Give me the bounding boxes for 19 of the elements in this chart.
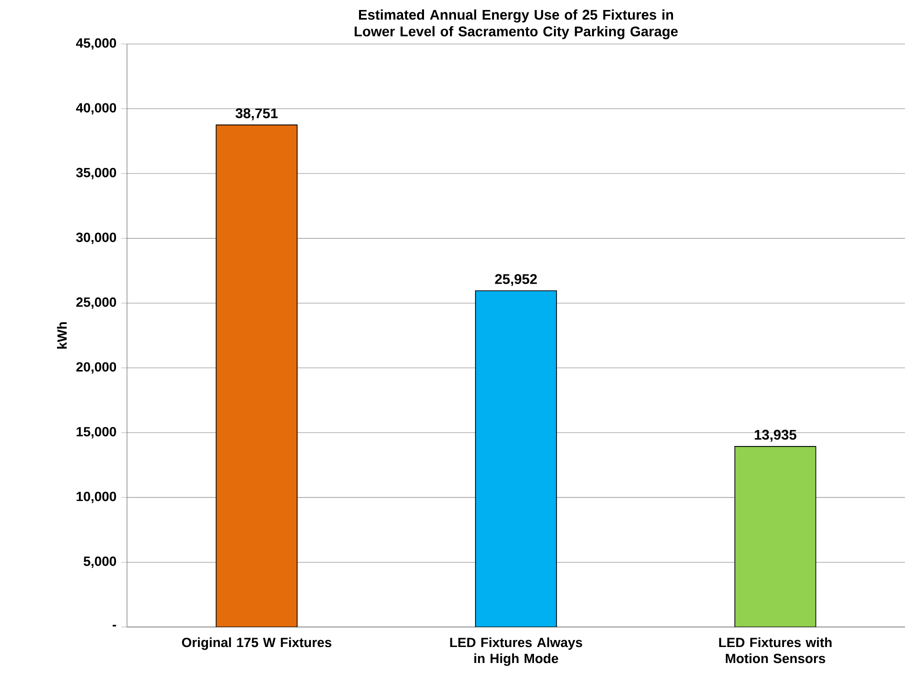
y-tick-label: 35,000 [76,168,116,180]
y-tick-label: 5,000 [84,556,116,568]
y-tick-label: 45,000 [76,38,116,50]
bar [216,124,298,627]
x-tick-label: LED Fixtures Always in High Mode [450,637,582,666]
x-tick-label: LED Fixtures with Motion Sensors [719,637,832,664]
y-tick-label: 20,000 [76,362,116,374]
data-label: 38,751 [236,108,278,120]
y-tick-label: 10,000 [76,492,116,504]
y-tick-label: - [112,624,116,626]
y-tick-label: 40,000 [76,103,116,114]
y-tick-label: 25,000 [76,297,116,309]
chart-title: Estimated Annual Energy Use of 25 Fixtures in Lower Level of Sacramento City Parking Garage [354,9,678,40]
y-tick-label: 15,000 [76,426,116,438]
data-label: 13,935 [754,430,796,442]
x-tick-label: Original 175 W Fixtures [182,637,332,650]
y-axis-title: kWh [57,322,67,349]
data-label: 25,952 [495,274,537,286]
y-tick-label: 30,000 [76,232,116,244]
